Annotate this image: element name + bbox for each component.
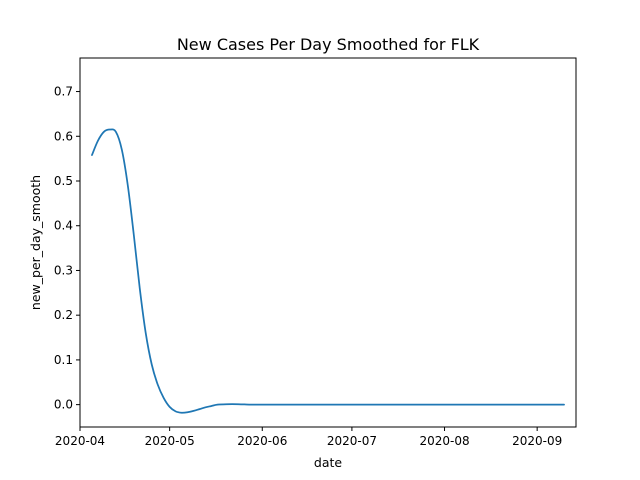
x-tick-label: 2020-06 — [237, 434, 287, 448]
y-tick-label: 0.6 — [54, 129, 73, 143]
y-tick-label: 0.5 — [54, 174, 73, 188]
y-tick-label: 0.7 — [54, 85, 73, 99]
x-tick-label: 2020-04 — [55, 434, 105, 448]
x-axis-ticks: 2020-04 2020-05 2020-06 2020-07 2020-08 2020-… — [55, 427, 562, 448]
series-line-0 — [91, 128, 565, 414]
x-tick-label: 2020-09 — [512, 434, 562, 448]
plot-frame — [79, 57, 577, 428]
chart-title: New Cases Per Day Smoothed for FLK — [177, 35, 480, 54]
y-axis-label: new_per_day_smooth — [28, 175, 43, 310]
y-axis-ticks: 0.0 0.1 0.2 0.3 0.4 0.5 0.6 0.7 — [54, 85, 80, 412]
y-tick-label: 0.1 — [54, 353, 73, 367]
x-tick-label: 2020-08 — [419, 434, 469, 448]
y-tick-label: 0.0 — [54, 398, 73, 412]
y-tick-label: 0.4 — [54, 219, 73, 233]
y-tick-label: 0.2 — [54, 308, 73, 322]
x-tick-label: 2020-05 — [145, 434, 195, 448]
x-tick-label: 2020-07 — [327, 434, 377, 448]
x-axis-label: date — [314, 455, 342, 470]
series-layer — [91, 128, 565, 414]
y-tick-label: 0.3 — [54, 263, 73, 277]
